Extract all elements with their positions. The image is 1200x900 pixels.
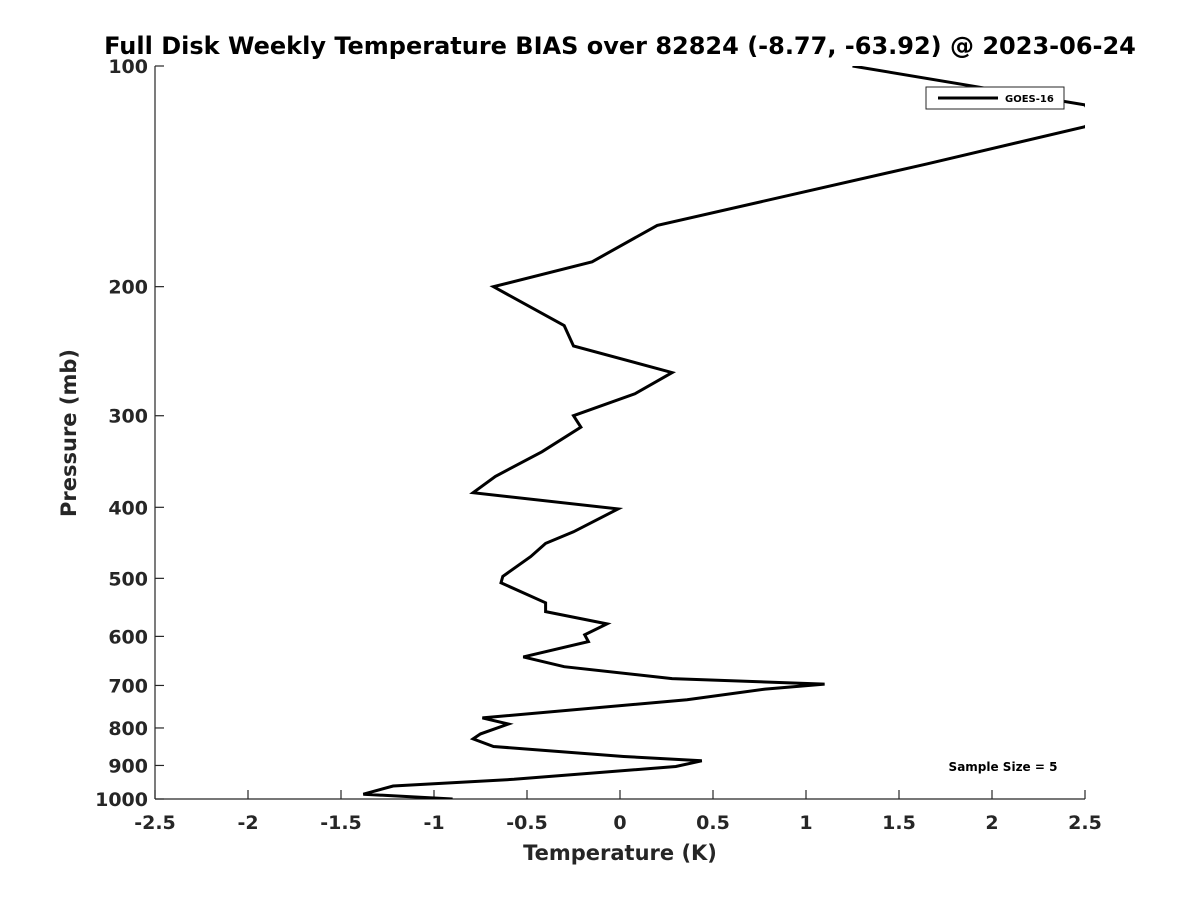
plot-area [362,66,1085,799]
y-tick-label: 200 [108,277,148,299]
x-axis-ticks: -2.5 -2 -1.5 -1 -0.5 0 0.5 1 1.5 2 2.5 [134,790,1102,834]
y-tick-label: 500 [108,568,148,590]
x-tick-label: 1.5 [882,812,916,834]
y-tick-label: 600 [108,626,148,648]
x-tick-label: -0.5 [506,812,548,834]
y-tick-label: 100 [108,56,148,78]
y-tick-label: 900 [108,755,148,777]
x-tick-label: -2.5 [134,812,176,834]
x-tick-label: 2 [985,812,998,834]
x-tick-label: 2.5 [1068,812,1102,834]
series-line-goes-16 [362,66,1085,799]
legend-label-goes-16: GOES-16 [1005,94,1054,105]
x-tick-label: 1 [799,812,812,834]
y-tick-label: 300 [108,406,148,428]
y-tick-label: 700 [108,675,148,697]
sample-size-annotation: Sample Size = 5 [949,760,1058,774]
x-axis-label: Temperature (K) [523,841,717,865]
x-tick-label: -1.5 [320,812,362,834]
x-tick-label: 0.5 [696,812,730,834]
x-tick-label: 0 [613,812,626,834]
x-tick-label: -2 [237,812,258,834]
x-tick-label: -1 [423,812,444,834]
chart-title: Full Disk Weekly Temperature BIAS over 8… [104,32,1136,60]
y-tick-label: 800 [108,718,148,740]
legend: GOES-16 [925,86,1065,110]
y-axis-ticks: 100 200 300 400 500 600 700 800 900 1000 [95,56,164,811]
y-tick-label: 1000 [95,789,148,811]
y-axis-label: Pressure (mb) [57,349,81,517]
y-tick-label: 400 [108,497,148,519]
